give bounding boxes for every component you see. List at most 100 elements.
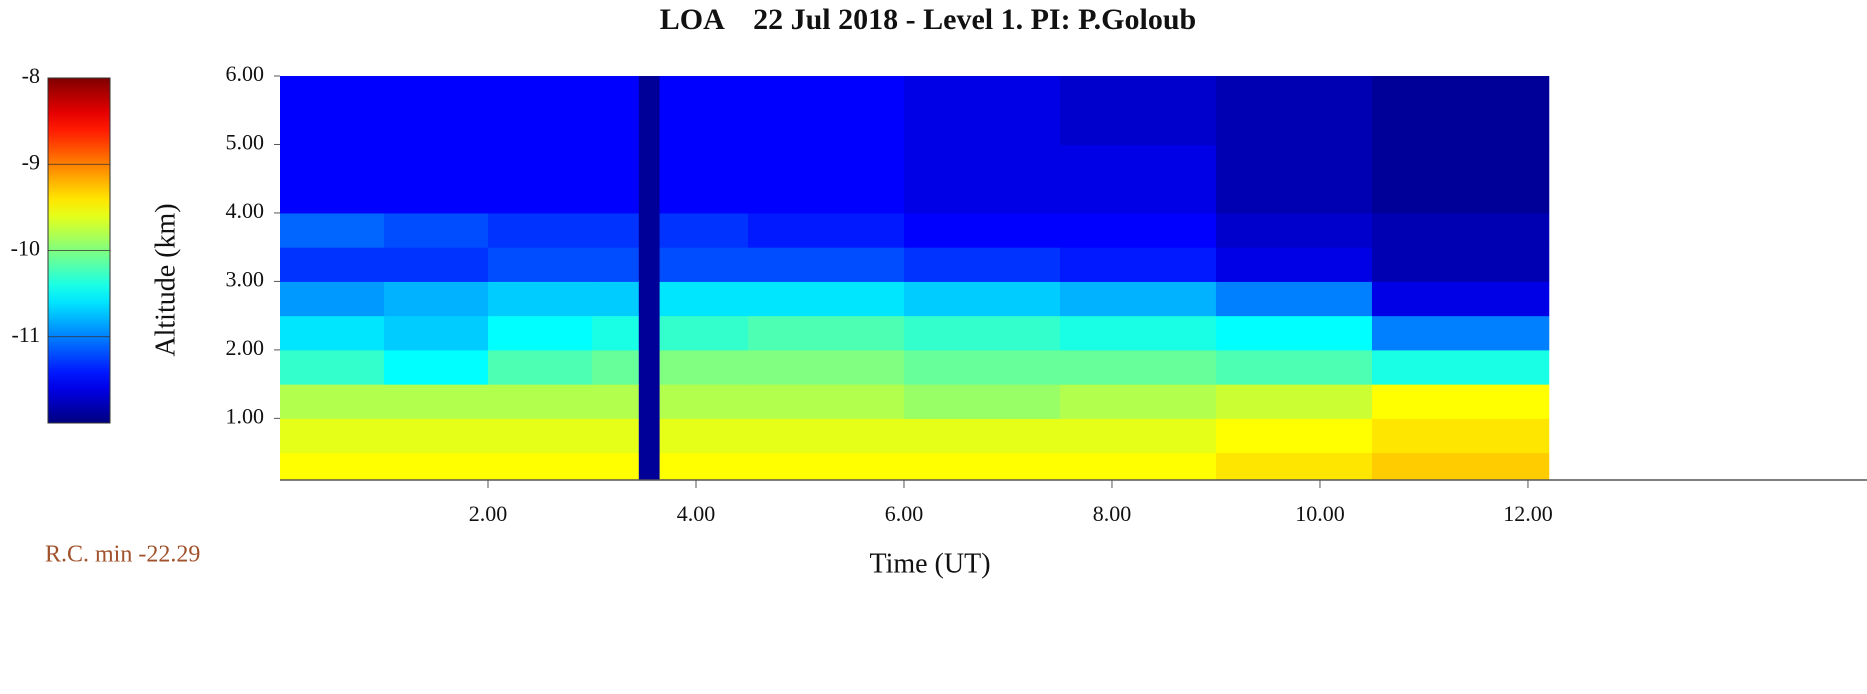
heatmap-cell	[1059, 281, 1217, 317]
heatmap-cell	[383, 212, 489, 248]
heatmap-cell	[747, 452, 905, 481]
heatmap-cell	[383, 247, 489, 282]
heatmap-cell	[638, 315, 661, 351]
heatmap-cell	[383, 281, 489, 317]
heatmap-cell	[1059, 247, 1217, 282]
heatmap-cell	[487, 76, 593, 145]
heatmap-cell	[280, 247, 385, 282]
heatmap-cell	[383, 315, 489, 351]
x-tick-label: 12.00	[1503, 501, 1553, 526]
annotation: R.C. min -22.29	[45, 542, 200, 568]
heatmap-cell	[747, 349, 905, 385]
heatmap-cell	[747, 247, 905, 282]
heatmap-cell	[280, 452, 385, 481]
heatmap-cell	[747, 212, 905, 248]
heatmap-cell	[1371, 212, 1550, 248]
colorbar-tick-label: -10	[11, 236, 40, 261]
heatmap-cell	[591, 247, 640, 282]
y-tick-label: 5.00	[226, 130, 265, 155]
heatmap-cell	[903, 212, 1061, 248]
heatmap-cell	[487, 452, 593, 481]
heatmap-cell	[591, 452, 640, 481]
heatmap-cell	[1059, 212, 1217, 248]
heatmap-cell	[591, 144, 640, 214]
heatmap-cell	[903, 418, 1061, 454]
heatmap-cell	[1215, 281, 1373, 317]
heatmap-cell	[1371, 418, 1550, 454]
heatmap-cell	[659, 349, 749, 385]
heatmap-cell	[659, 212, 749, 248]
heatmap-cell	[659, 144, 749, 214]
heatmap-cell	[1215, 349, 1373, 385]
heatmap-cell	[1059, 315, 1217, 351]
heatmap-cell	[903, 349, 1061, 385]
heatmap-cell	[638, 418, 661, 454]
heatmap-cell	[747, 144, 905, 214]
heatmap-cell	[383, 384, 489, 419]
heatmap-cell	[1059, 384, 1217, 419]
heatmap-cell	[1371, 452, 1550, 481]
colorbar-tick-label: -9	[22, 149, 40, 174]
heatmap-cell	[1215, 76, 1373, 145]
colorbar-tick-label: -11	[11, 322, 40, 347]
heatmap-cell	[1059, 76, 1217, 145]
heatmap-cell	[487, 418, 593, 454]
heatmap-cell	[591, 212, 640, 248]
heatmap-cell	[1371, 281, 1550, 317]
heatmap-cell	[903, 384, 1061, 419]
heatmap-cell	[487, 144, 593, 214]
heatmap-cell	[487, 281, 593, 317]
x-tick-label: 8.00	[1093, 501, 1132, 526]
x-tick-label: 2.00	[469, 501, 508, 526]
heatmap-cell	[487, 315, 593, 351]
heatmap-cell	[747, 76, 905, 145]
colorbar-tick-label: -8	[22, 63, 40, 88]
heatmap-cell	[1371, 76, 1550, 145]
heatmap-cell	[659, 76, 749, 145]
y-tick-label: 3.00	[226, 266, 265, 291]
heatmap-cell	[383, 76, 489, 145]
heatmap-cell	[280, 315, 385, 351]
heatmap-cell	[383, 349, 489, 385]
heatmap-cell	[659, 384, 749, 419]
heatmap-cell	[591, 349, 640, 385]
heatmap-cell	[747, 315, 905, 351]
x-tick-label: 4.00	[677, 501, 716, 526]
heatmap-cell	[1371, 247, 1550, 282]
heatmap-cell	[487, 247, 593, 282]
heatmap-cell	[280, 384, 385, 419]
heatmap-cell	[659, 315, 749, 351]
heatmap-cell	[903, 144, 1061, 214]
heatmap-cell	[638, 76, 661, 145]
heatmap-cell	[1371, 315, 1550, 351]
heatmap-cell	[487, 384, 593, 419]
heatmap-cell	[659, 418, 749, 454]
x-tick-label: 10.00	[1295, 501, 1345, 526]
y-tick-label: 1.00	[226, 403, 265, 428]
heatmap-cell	[903, 315, 1061, 351]
heatmap-cell	[903, 452, 1061, 481]
y-tick-label: 2.00	[226, 335, 265, 360]
heatmap-cell	[1371, 349, 1550, 385]
heatmap-cell	[280, 281, 385, 317]
heatmap-cell	[1059, 452, 1217, 481]
heatmap-cell	[1215, 247, 1373, 282]
heatmap-cell	[1059, 349, 1217, 385]
heatmap-cell	[1371, 144, 1550, 214]
heatmap-cell	[747, 384, 905, 419]
heatmap-cell	[280, 144, 385, 214]
heatmap-cell	[1059, 418, 1217, 454]
heatmap-cell	[903, 76, 1061, 145]
heatmap-cell	[383, 418, 489, 454]
heatmap-cell	[638, 281, 661, 317]
heatmap-cell	[280, 349, 385, 385]
heatmap-cell	[638, 144, 661, 214]
heatmap-cell	[638, 212, 661, 248]
heatmap-cell	[280, 76, 385, 145]
heatmap-cell	[591, 418, 640, 454]
heatmap-cell	[903, 281, 1061, 317]
heatmap-cell	[1059, 144, 1217, 214]
y-tick-label: 4.00	[226, 198, 265, 223]
heatmap-cell	[280, 418, 385, 454]
